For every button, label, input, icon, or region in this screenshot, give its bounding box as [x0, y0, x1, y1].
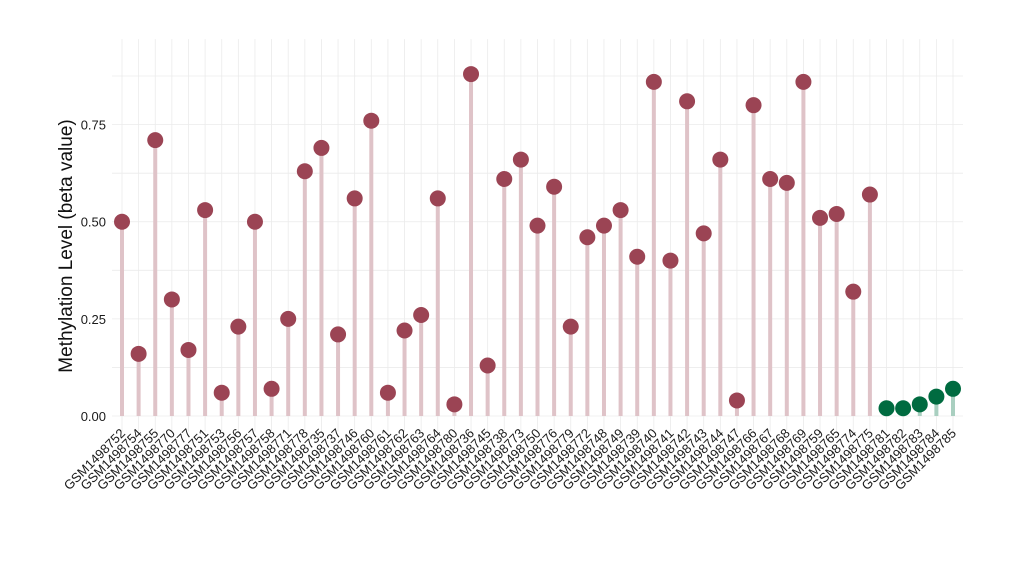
lollipop-point	[296, 163, 313, 180]
lollipop-point	[280, 310, 297, 327]
lollipop-point	[330, 326, 347, 343]
stem-layer	[120, 74, 955, 416]
lollipop-point	[130, 345, 147, 362]
lollipop-point	[645, 73, 662, 90]
x-axis-ticks: GSM1498752GSM1498754GSM1498755GSM1498770…	[61, 426, 959, 493]
lollipop-point	[878, 400, 895, 417]
lollipop-point	[546, 178, 563, 195]
lollipop-point	[496, 170, 513, 187]
y-axis-ticks: 0.00 0.25 0.50 0.75	[81, 118, 106, 424]
lollipop-point	[313, 139, 330, 156]
lollipop-point	[114, 213, 130, 230]
lollipop-point	[612, 202, 629, 219]
lollipop-point	[147, 132, 164, 149]
lollipop-point	[463, 66, 480, 83]
y-tick-label: 0.50	[81, 215, 106, 230]
y-tick-label: 0.00	[81, 409, 106, 424]
y-tick-label: 0.25	[81, 312, 106, 327]
lollipop-point	[828, 205, 845, 222]
lollipop-point	[163, 291, 180, 308]
lollipop-point	[861, 186, 878, 203]
lollipop-point	[728, 392, 745, 409]
lollipop-point	[762, 170, 779, 187]
lollipop-point	[595, 217, 612, 234]
y-tick-label: 0.75	[81, 118, 106, 133]
lollipop-point	[446, 396, 463, 413]
lollipop-point	[346, 190, 363, 207]
lollipop-point	[895, 400, 912, 417]
lollipop-point	[363, 112, 380, 129]
lollipop-point	[778, 174, 795, 191]
lollipop-point	[379, 384, 396, 401]
lollipop-point	[230, 318, 247, 335]
lollipop-point	[579, 229, 596, 246]
lollipop-point	[845, 283, 862, 300]
lollipop-point	[529, 217, 546, 234]
lollipop-point	[712, 151, 729, 168]
lollipop-point	[213, 384, 230, 401]
y-axis-title: Methylation Level (beta value)	[56, 119, 77, 372]
lollipop-point	[413, 306, 430, 323]
lollipop-point	[396, 322, 413, 339]
lollipop-point	[263, 380, 280, 397]
lollipop-point	[662, 252, 679, 269]
lollipop-point	[479, 357, 496, 374]
lollipop-point	[911, 396, 928, 413]
lollipop-point	[695, 225, 712, 242]
lollipop-point	[928, 388, 945, 405]
lollipop-point	[562, 318, 579, 335]
lollipop-point	[180, 341, 197, 358]
lollipop-point	[745, 97, 762, 114]
lollipop-point	[812, 209, 829, 226]
lollipop-point	[429, 190, 446, 207]
lollipop-point	[679, 93, 696, 110]
lollipop-point	[246, 213, 263, 230]
lollipop-point	[512, 151, 529, 168]
lollipop-point	[197, 202, 214, 219]
point-layer	[114, 66, 961, 417]
lollipop-point	[629, 248, 646, 265]
lollipop-point	[795, 73, 812, 90]
lollipop-point	[945, 380, 961, 397]
